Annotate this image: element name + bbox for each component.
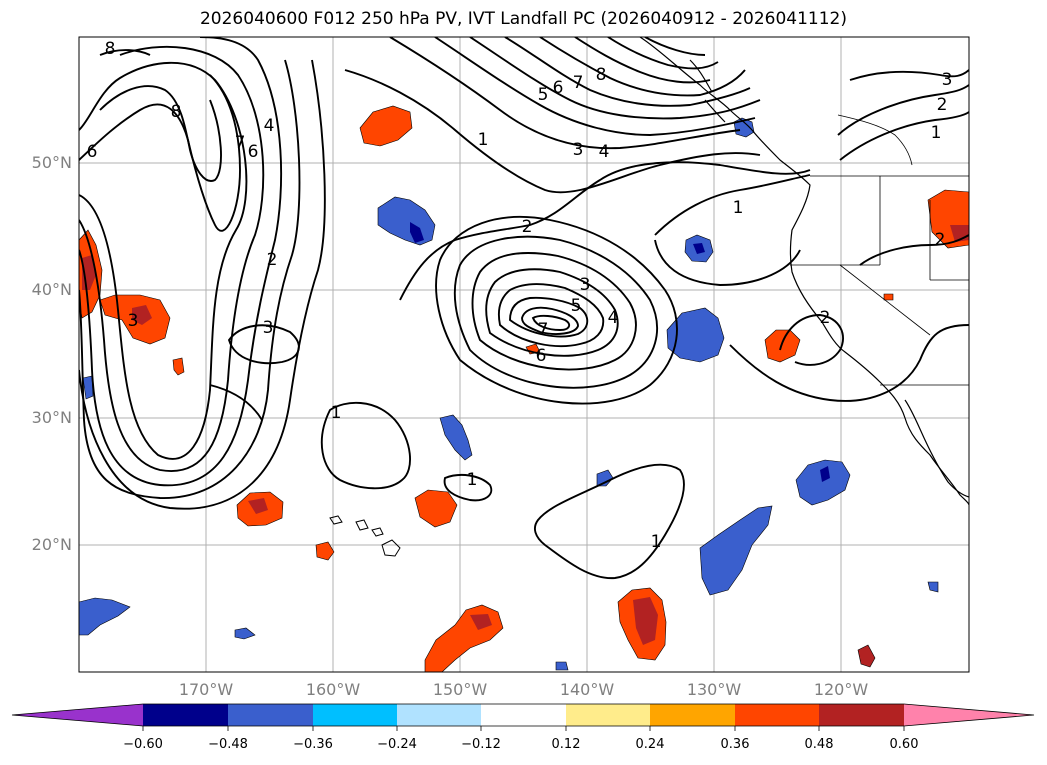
pv-label: 1 bbox=[467, 470, 478, 490]
colorbar-segment bbox=[397, 704, 481, 726]
pv-label: 5 bbox=[538, 85, 549, 105]
ivt-negative-patches bbox=[79, 117, 939, 671]
colorbar-tick-label: 0.48 bbox=[804, 737, 834, 752]
pv-label: 6 bbox=[87, 142, 98, 162]
colorbar-extend-high bbox=[904, 704, 1034, 726]
pv-label: 8 bbox=[171, 102, 182, 122]
pv-label: 6 bbox=[248, 142, 259, 162]
lon-label-140w: 140°W bbox=[559, 680, 615, 699]
colorbar-segment bbox=[735, 704, 819, 726]
pv-label: 1 bbox=[331, 403, 342, 423]
lat-label-50n: 50°N bbox=[31, 153, 72, 172]
pv-label: 3 bbox=[128, 311, 139, 331]
pv-label: 3 bbox=[942, 70, 953, 90]
coastlines bbox=[639, 37, 969, 506]
colorbar-segment bbox=[481, 704, 566, 726]
colorbar-tick-label: −0.48 bbox=[208, 737, 248, 752]
pv-label: 7 bbox=[538, 320, 549, 340]
colorbar-segment bbox=[566, 704, 650, 726]
hawaii-islands bbox=[329, 515, 401, 557]
pv-label: 2 bbox=[935, 230, 946, 250]
pv-label: 6 bbox=[536, 346, 547, 366]
pv-label: 2 bbox=[937, 95, 948, 115]
pv-label: 2 bbox=[522, 217, 533, 237]
pv-label: 1 bbox=[733, 198, 744, 218]
colorbar-segment bbox=[819, 704, 904, 726]
pv-label: 7 bbox=[235, 133, 246, 153]
plot-area bbox=[79, 37, 969, 672]
lat-label-20n: 20°N bbox=[31, 535, 72, 554]
pv-label: 1 bbox=[478, 130, 489, 150]
pv-label: 1 bbox=[651, 532, 662, 552]
pv-label: 3 bbox=[263, 318, 274, 338]
lon-label-150w: 150°W bbox=[432, 680, 488, 699]
colorbar-tick-label: −0.60 bbox=[123, 737, 163, 752]
pv-label: 2 bbox=[267, 250, 278, 270]
colorbar-tick-label: −0.12 bbox=[461, 737, 501, 752]
lon-label-170w: 170°W bbox=[178, 680, 234, 699]
pv-contours bbox=[79, 37, 969, 579]
colorbar-segment bbox=[313, 704, 397, 726]
pv-label: 5 bbox=[571, 296, 582, 316]
political-borders bbox=[790, 114, 969, 386]
colorbar-tick-label: −0.36 bbox=[293, 737, 333, 752]
pv-label: 6 bbox=[553, 78, 564, 98]
pv-label: 4 bbox=[264, 116, 275, 136]
colorbar-tick-label: 0.24 bbox=[635, 737, 665, 752]
pv-label: 4 bbox=[608, 308, 619, 328]
colorbar bbox=[11, 703, 1035, 731]
lat-label-40n: 40°N bbox=[31, 280, 72, 299]
pv-label: 2 bbox=[820, 308, 831, 328]
pv-label: 3 bbox=[573, 140, 584, 160]
pv-label: 1 bbox=[931, 123, 942, 143]
plot-frame bbox=[78, 36, 970, 673]
colorbar-extend-low bbox=[12, 704, 143, 726]
colorbar-tick-label: −0.24 bbox=[377, 737, 417, 752]
colorbar-tick-label: 0.36 bbox=[720, 737, 750, 752]
lon-label-160w: 160°W bbox=[305, 680, 361, 699]
lon-label-120w: 120°W bbox=[813, 680, 869, 699]
colorbar-tick-label: 0.12 bbox=[551, 737, 581, 752]
pv-contour-labels: 1 1 1 1 1 1 2 2 2 2 2 3 3 3 3 3 4 4 4 5 … bbox=[87, 39, 953, 552]
colorbar-segment bbox=[650, 704, 735, 726]
lat-label-30n: 30°N bbox=[31, 408, 72, 427]
pv-label: 7 bbox=[573, 73, 584, 93]
map-title: 2026040600 F012 250 hPa PV, IVT Landfall… bbox=[199, 9, 847, 29]
colorbar-segment bbox=[143, 704, 228, 726]
colorbar-segment bbox=[228, 704, 313, 726]
lon-label-130w: 130°W bbox=[686, 680, 742, 699]
pv-label: 8 bbox=[596, 65, 607, 85]
pv-label: 3 bbox=[580, 275, 591, 295]
pv-label: 8 bbox=[105, 39, 116, 59]
colorbar-tick-label: 0.60 bbox=[889, 737, 919, 752]
pv-label: 4 bbox=[599, 142, 610, 162]
